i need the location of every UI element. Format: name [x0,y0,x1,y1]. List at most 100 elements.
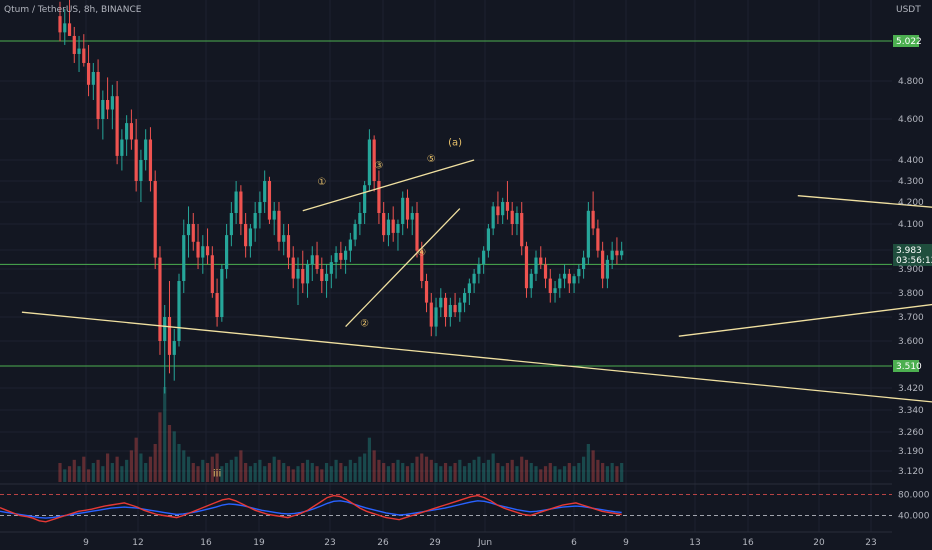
volume-bar-86 [467,463,471,482]
candle-body-60 [344,250,348,260]
candle-body-98 [524,246,529,289]
candle-body-52 [305,264,310,284]
currency-label: USDT [896,5,921,15]
candle-body-30 [201,246,205,258]
candle-body-79 [434,307,438,327]
candle-body-81 [443,297,448,317]
x-tick-7: Jun [477,538,492,548]
volume-bar-23 [167,425,172,482]
volume-bar-108 [572,466,576,482]
x-tick-2: 16 [200,538,212,548]
candle-body-21 [158,257,162,341]
candle-body-58 [334,252,338,263]
horizontal-levels[interactable] [0,40,892,367]
volume-bar-0 [58,463,62,482]
volume-bar-4 [77,466,81,482]
volume-bar-47 [282,463,286,482]
chart-title: Qtum / TetherUS, 8h, BINANCE [4,5,142,15]
volume-bar-112 [591,450,595,482]
candle-body-41 [253,213,257,229]
volume-bar-28 [191,463,195,482]
volume-bar-113 [596,459,600,482]
volume-bar-95 [510,459,514,482]
y-tick-16: 3.190 [898,447,924,457]
volume-bar-46 [277,459,281,482]
candle-body-66 [372,139,376,181]
wave-label-8: iii [213,469,221,480]
volume-bar-7 [91,463,95,482]
candle-body-0 [58,16,62,33]
volume-bar-117 [615,466,619,482]
oscillator-main-line [0,494,622,523]
volume-bar-44 [267,463,272,482]
candlesticks [58,0,624,394]
x-tick-11: 16 [742,538,754,548]
candle-body-54 [315,255,319,269]
volume-bar-107 [567,463,571,482]
trendlines[interactable] [21,159,932,457]
y-tick-1: 4.800 [898,77,924,87]
volume-bar-8 [96,459,100,482]
candle-body-77 [424,281,429,303]
volume-bar-5 [82,456,86,482]
wave-label-3: ① [317,177,326,188]
candle-body-20 [153,181,157,258]
wave-label-6: ④ [417,247,426,258]
candle-body-115 [605,259,609,279]
candle-body-101 [539,257,543,265]
candle-body-65 [367,139,371,186]
candle-body-3 [72,35,76,54]
candle-body-69 [386,219,391,236]
candle-body-89 [482,250,486,265]
candle-body-112 [591,210,595,229]
volume-bar-64 [363,453,367,482]
candle-body-6 [86,62,91,85]
volume-bar-6 [86,469,91,482]
candle-body-90 [486,228,490,251]
candle-body-12 [115,96,119,156]
candle-body-32 [210,255,214,293]
candle-body-86 [467,283,471,293]
candle-body-84 [458,302,462,313]
volume-bar-53 [310,463,314,482]
candle-body-22 [163,317,167,341]
volume-bar-3 [72,459,76,482]
volume-bar-48 [286,466,291,482]
volume-bar-40 [248,466,252,482]
volume-bar-14 [125,459,129,482]
candle-body-67 [377,181,381,213]
candle-body-9 [101,100,105,119]
candle-body-28 [191,224,195,242]
volume-bar-81 [443,463,448,482]
volume-bar-93 [501,466,505,482]
volume-bar-80 [439,466,443,482]
candle-body-42 [258,202,262,213]
volume-bar-11 [110,463,114,482]
wave-label-4: ② [360,319,369,330]
y-tick-6: 4.100 [898,220,924,230]
candle-body-50 [296,269,300,279]
candle-body-5 [82,48,86,63]
volume-bar-83 [453,463,457,482]
candle-body-108 [572,276,576,284]
volume-bar-65 [367,437,371,482]
wave-label-7: ⑤ [427,154,436,165]
volume-bar-89 [482,463,486,482]
wave-label-0: (a) [448,138,462,149]
candle-body-102 [543,264,548,279]
time-axis[interactable]: 9 12 16 19 23 26 29 Jun 6 9 13 16 20 23 [0,531,892,548]
candle-body-19 [148,139,153,181]
volume-bar-106 [562,466,567,482]
candle-body-99 [529,273,533,289]
volume-bar-42 [258,459,262,482]
volume-bar-49 [291,469,295,482]
volume-bar-10 [106,453,110,482]
candle-body-82 [448,305,452,317]
volume-bar-57 [329,466,333,482]
volume-bar-105 [558,469,562,482]
price-axis[interactable]: 5.022 4.800 4.600 4.400 4.300 4.200 4.100 3.983… [893,35,932,477]
volume-bar-60 [344,466,348,482]
oscillator-pane: 80.000 40.000 [0,483,930,523]
candle-body-78 [429,302,433,327]
